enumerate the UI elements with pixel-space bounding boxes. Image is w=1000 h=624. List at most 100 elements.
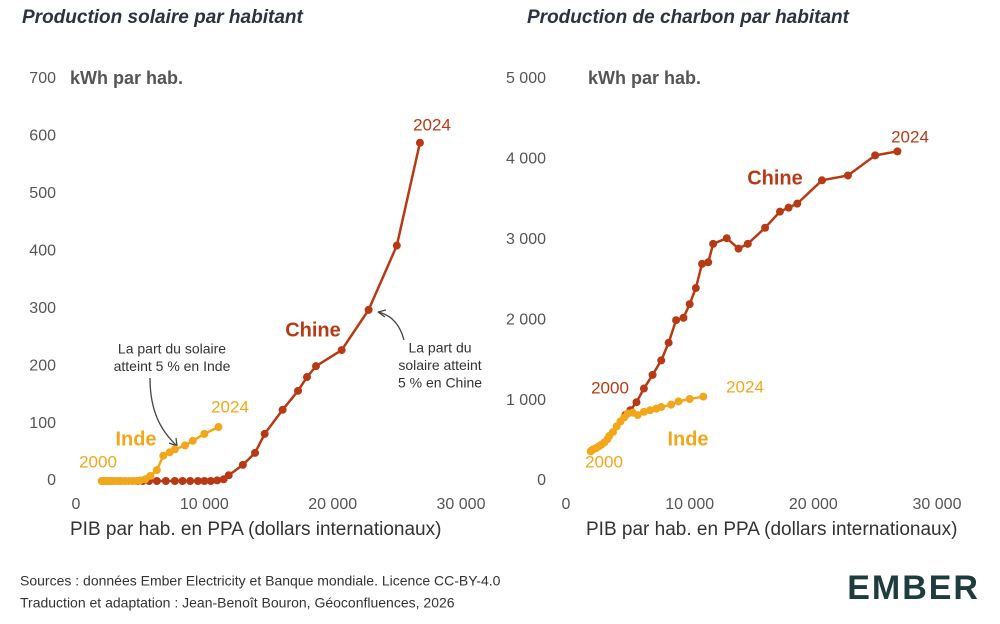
- annotation: atteint 5 % en Inde: [114, 358, 231, 374]
- chart-title: Production de charbon par habitant: [527, 7, 850, 28]
- data-point: [415, 138, 424, 147]
- data-point: [775, 207, 784, 216]
- y-tick-label: 200: [29, 357, 56, 374]
- data-point: [159, 451, 168, 460]
- series-label: Chine: [285, 319, 341, 341]
- arrow: [377, 311, 405, 341]
- data-point: [685, 394, 694, 403]
- y-tick-label: 4 000: [506, 151, 546, 168]
- data-point: [639, 407, 648, 416]
- x-tick-label: 0: [562, 496, 571, 513]
- y-tick-label: 2 000: [506, 311, 546, 328]
- data-point: [871, 151, 880, 160]
- data-point: [181, 441, 190, 450]
- data-point: [699, 392, 708, 401]
- data-point: [734, 244, 743, 253]
- arrow: [149, 377, 178, 447]
- data-point: [632, 398, 641, 407]
- data-point: [152, 466, 161, 475]
- sources: Traduction et adaptation : Jean-Benoît B…: [20, 595, 455, 611]
- data-point: [704, 258, 713, 267]
- data-point: [170, 477, 179, 485]
- x-axis-label: PIB par hab. en PPA (dollars internation…: [586, 519, 957, 540]
- data-point: [679, 313, 688, 322]
- annotation: La part du solaire: [118, 341, 226, 357]
- data-point: [186, 477, 195, 485]
- data-point: [691, 284, 700, 293]
- x-tick-label: 20 000: [308, 496, 357, 513]
- data-point: [722, 234, 731, 243]
- arrow-head: [168, 437, 178, 447]
- data-point: [639, 384, 648, 393]
- y-tick-label: 500: [29, 185, 56, 202]
- data-point: [685, 300, 694, 309]
- data-point: [303, 373, 311, 382]
- series-label: Inde: [667, 428, 708, 450]
- y-tick-label: 1 000: [506, 392, 546, 409]
- y-tick-label: 400: [29, 243, 56, 260]
- end-label: 2024: [891, 127, 929, 146]
- data-point: [633, 411, 642, 420]
- start-label: 2000: [79, 452, 117, 471]
- data-point: [213, 476, 222, 485]
- start-label: 2000: [585, 452, 623, 471]
- y-tick-label: 600: [29, 128, 56, 145]
- data-point: [664, 338, 673, 347]
- data-point: [200, 477, 209, 485]
- y-tick-label: 3 000: [506, 231, 546, 248]
- data-point: [843, 171, 852, 180]
- y-tick-label: 0: [537, 472, 546, 489]
- data-point: [364, 305, 373, 314]
- sources: Sources : données Ember Electricity et B…: [20, 573, 501, 589]
- data-point: [761, 223, 770, 232]
- x-tick-label: 10 000: [180, 496, 229, 513]
- x-axis-label: PIB par hab. en PPA (dollars internation…: [70, 519, 441, 540]
- y-axis-label: kWh par hab.: [70, 68, 183, 88]
- annotation: solaire atteint: [398, 357, 481, 373]
- data-point: [657, 403, 666, 412]
- data-point: [311, 362, 320, 371]
- data-point: [152, 477, 161, 485]
- x-tick-label: 10 000: [665, 496, 714, 513]
- data-point: [161, 477, 170, 485]
- series-label: Inde: [115, 428, 156, 450]
- annotation: La part du: [408, 340, 471, 356]
- data-point: [646, 406, 655, 415]
- start-label: 2000: [591, 378, 629, 397]
- end-label: 2024: [211, 397, 249, 416]
- data-point: [278, 405, 287, 414]
- series-line: [137, 142, 422, 483]
- series-label: Chine: [747, 167, 803, 189]
- x-tick-label: 30 000: [913, 496, 962, 513]
- end-label: 2024: [726, 377, 764, 396]
- data-point: [392, 241, 401, 250]
- data-point: [200, 429, 209, 438]
- data-point: [260, 429, 269, 438]
- data-point: [337, 346, 346, 355]
- data-point: [648, 370, 657, 379]
- data-point: [178, 477, 187, 485]
- x-tick-label: 20 000: [789, 496, 838, 513]
- data-point: [193, 477, 202, 485]
- data-point: [238, 460, 247, 469]
- data-point: [214, 423, 223, 432]
- data-point: [793, 199, 802, 208]
- y-tick-label: 100: [29, 415, 56, 432]
- annotation: 5 % en Chine: [398, 375, 482, 391]
- chart-title: Production solaire par habitant: [22, 7, 303, 28]
- x-tick-label: 0: [72, 496, 81, 513]
- y-tick-label: 0: [47, 472, 56, 489]
- data-point: [206, 477, 215, 485]
- x-tick-label: 30 000: [437, 496, 486, 513]
- data-point: [698, 259, 707, 268]
- y-tick-label: 300: [29, 300, 56, 317]
- data-point: [667, 400, 676, 409]
- y-tick-label: 5 000: [506, 70, 546, 87]
- data-point: [146, 471, 155, 480]
- data-point: [608, 427, 617, 436]
- data-point: [657, 356, 666, 365]
- data-point: [709, 239, 718, 248]
- data-point: [170, 445, 179, 454]
- data-point: [294, 386, 303, 395]
